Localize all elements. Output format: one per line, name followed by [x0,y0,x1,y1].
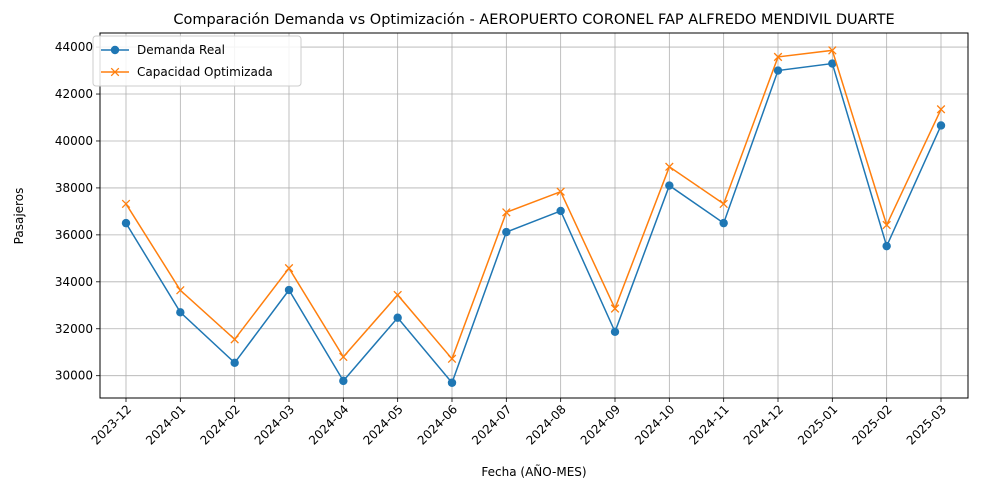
data-point [502,227,511,237]
x-tick-label: 2025-01 [795,402,840,447]
data-point [230,335,239,344]
data-point [610,327,620,337]
y-tick-label: 42000 [55,87,93,101]
data-point [502,208,511,217]
series-line [125,62,942,385]
x-tick-label: 2024-07 [469,402,514,447]
data-point [339,352,348,362]
legend-marker [110,45,120,55]
x-tick-label: 2024-10 [632,402,677,447]
data-point [284,285,294,295]
y-tick-label: 30000 [55,369,93,383]
data-point [828,59,837,68]
y-tick-label: 38000 [55,181,93,195]
legend-marker [110,67,120,77]
data-point [773,52,783,62]
y-tick-label: 40000 [55,134,93,148]
data-point [176,286,185,295]
series-capacidad-optimizada [121,46,946,364]
x-tick-label: 2025-02 [849,402,894,447]
legend-box [92,35,302,87]
grid-lines [100,33,968,398]
x-tick-label: 2024-08 [523,402,568,447]
data-point [665,162,674,172]
legend: Demanda Real Capacidad Optimizada [92,35,302,87]
data-point [773,66,783,75]
data-point [882,220,891,230]
series-layer [121,46,946,387]
x-tick-label: 2024-09 [578,402,623,447]
x-axis: 2023-12 2024-01 2024-02 2024-03 2024-04 2024-… [89,398,949,448]
legend-label: Capacidad Optimizada [137,65,273,79]
data-point [447,378,457,387]
x-tick-label: 2024-01 [143,402,188,447]
data-point [176,308,185,317]
data-point [284,263,294,273]
legend-entry: Demanda Real [101,43,225,57]
data-point [121,199,131,209]
data-point [828,46,837,55]
data-point [936,121,946,130]
legend-entry: Capacidad Optimizada [101,65,273,79]
x-tick-label: 2025-03 [904,402,949,447]
x-tick-label: 2024-04 [306,402,351,447]
series-line [125,49,942,361]
x-tick-label: 2024-05 [360,402,405,447]
data-point [610,304,620,313]
data-point [447,354,457,364]
x-tick-label: 2024-12 [741,402,786,447]
data-point [393,313,402,322]
chart-title: Comparación Demanda vs Optimización - AE… [173,12,894,28]
y-axis: 30000 32000 34000 36000 38000 40000 42000 44000 [55,40,100,383]
legend-label: Demanda Real [137,43,225,57]
data-point [719,199,728,209]
data-point [936,105,946,114]
x-axis-label: Fecha (AÑO-MES) [481,464,586,479]
x-tick-label: 2024-02 [197,402,242,447]
data-point [556,187,565,196]
y-tick-label: 34000 [55,275,93,289]
data-point [121,218,131,228]
x-tick-label: 2024-03 [252,402,297,447]
series-demanda-real [121,59,946,387]
data-point [393,290,402,300]
plot-frame [99,32,969,399]
x-tick-label: 2024-11 [686,402,731,447]
data-point [665,181,674,190]
data-point [882,241,891,251]
x-tick-label: 2024-06 [415,402,460,447]
data-point [556,206,565,216]
y-axis-label: Pasajeros [12,188,26,245]
data-point [230,358,239,367]
y-tick-label: 44000 [55,40,93,54]
x-tick-label: 2023-12 [89,402,134,447]
y-tick-label: 36000 [55,228,93,242]
y-tick-label: 32000 [55,322,93,336]
data-point [339,376,348,386]
data-point [719,218,728,228]
